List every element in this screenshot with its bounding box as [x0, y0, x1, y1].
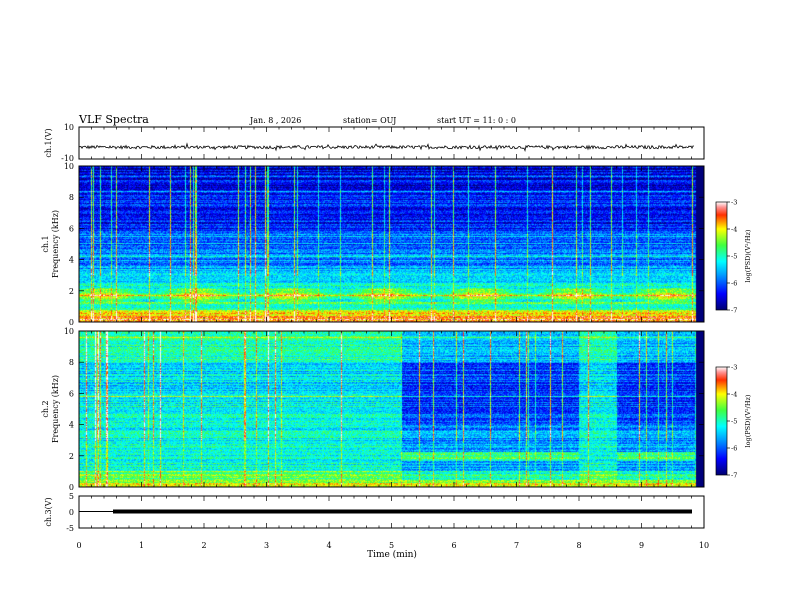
ch3-ytick-mid: 0	[69, 508, 74, 517]
colorbar-tick-label: -7	[731, 307, 737, 315]
ch1-waveform-trace	[79, 142, 695, 153]
ch3-ytick-bottom: -5	[66, 524, 74, 533]
ch1-ytick-bottom: -10	[61, 154, 74, 163]
ch1-spectrogram-image	[79, 166, 704, 322]
ch1-spectrogram-yticks: 0 2 4 6 8 10	[64, 162, 704, 327]
freq-tick-label: 2	[69, 452, 74, 461]
ch1-colorbar-ticks: -3 -4 -5 -6 -7	[727, 199, 737, 315]
colorbar-tick-label: -6	[731, 445, 737, 453]
colorbar-tick-label: -4	[731, 391, 737, 399]
freq-tick-label: 2	[69, 287, 74, 296]
colorbar-tick-label: -5	[731, 418, 737, 426]
colorbar-tick-label: -3	[731, 364, 737, 372]
freq-tick-label: 0	[69, 483, 74, 492]
x-tick-label: 2	[201, 541, 206, 550]
x-tick-label: 1	[139, 541, 144, 550]
ch1-spectrogram-panel: 0 2 4 6 8 10 ch.1 Frequency (kHz)	[41, 162, 705, 327]
freq-tick-label: 6	[69, 389, 74, 398]
freq-tick-label: 4	[69, 421, 74, 430]
x-tick-label: 6	[451, 541, 456, 550]
ch1-spectrogram-ylabel-channel: ch.1	[41, 235, 50, 252]
ch3-signal-panel: 5 0 -5 ch.3(V) 0 1 2 3 4 5 6 7 8 9 10 Time (min)	[44, 492, 709, 560]
x-tick-label: 0	[76, 541, 81, 550]
freq-tick-label: 8	[69, 358, 74, 367]
date-label: Jan. 8 , 2026	[249, 116, 301, 125]
ch2-spectrogram-yticks: 0 2 4 6 8 10	[64, 327, 704, 492]
ch1-time-ticks	[78, 127, 705, 159]
ch1-waveform-panel: 10 -10 ch.1(V)	[44, 123, 705, 163]
ch2-spectrogram-time-ticks	[78, 331, 705, 487]
ch1-spectrogram-time-ticks	[78, 166, 705, 322]
station-label: station= OUJ	[343, 116, 396, 125]
ch1-ytick-top: 10	[64, 123, 74, 132]
ch2-spectrogram-image	[79, 331, 704, 487]
ch1-colorbar-label: log(PSD)(V²/Hz)	[744, 229, 752, 282]
ch2-spectrogram-ylabel-channel: ch.2	[41, 400, 50, 417]
x-tick-label: 5	[389, 541, 394, 550]
x-tick-label: 8	[576, 541, 581, 550]
colorbar-tick-label: -6	[731, 280, 737, 288]
freq-tick-label: 10	[64, 162, 74, 171]
freq-tick-label: 8	[69, 193, 74, 202]
start-time-label: start UT = 11: 0 : 0	[437, 116, 516, 125]
ch1-colorbar: -3 -4 -5 -6 -7 log(PSD)(V²/Hz)	[715, 199, 752, 315]
x-tick-label: 10	[699, 541, 709, 550]
ch2-colorbar: -3 -4 -5 -6 -7 log(PSD)(V²/Hz)	[715, 364, 752, 480]
x-tick-label: 9	[639, 541, 644, 550]
ch2-colorbar-label: log(PSD)(V²/Hz)	[744, 394, 752, 447]
x-axis-label: Time (min)	[367, 549, 417, 560]
freq-tick-label: 10	[64, 327, 74, 336]
x-tick-label: 4	[326, 541, 331, 550]
ch3-ytick-top: 5	[69, 492, 74, 501]
ch1-ylabel: ch.1(V)	[44, 128, 53, 157]
ch2-colorbar-ticks: -3 -4 -5 -6 -7	[727, 364, 737, 480]
colorbar-tick-label: -4	[731, 226, 737, 234]
colorbar-tick-label: -3	[731, 199, 737, 207]
ch2-spectrogram-ylabel-freq: Frequency (kHz)	[51, 375, 60, 443]
colorbar-tick-label: -5	[731, 253, 737, 261]
ch3-time-ticks	[78, 496, 705, 528]
x-axis-tick-labels: 0 1 2 3 4 5 6 7 8 9 10	[76, 541, 709, 550]
ch2-spectrogram-panel: 0 2 4 6 8 10 ch.2 Frequency (kHz)	[41, 327, 705, 492]
ch3-ylabel: ch.3(V)	[44, 497, 53, 526]
figure-title: VLF Spectra	[78, 113, 149, 126]
colorbar-tick-label: -7	[731, 472, 737, 480]
freq-tick-label: 4	[69, 256, 74, 265]
freq-tick-label: 6	[69, 224, 74, 233]
x-tick-label: 7	[514, 541, 519, 550]
ch1-spectrogram-ylabel-freq: Frequency (kHz)	[51, 210, 60, 278]
freq-tick-label: 0	[69, 318, 74, 327]
x-tick-label: 3	[264, 541, 269, 550]
